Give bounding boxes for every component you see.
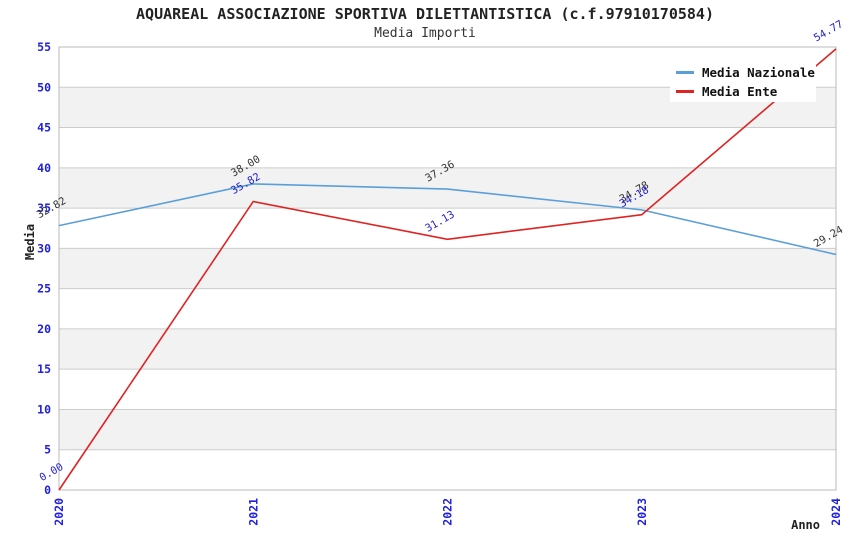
y-tick-label: 55 — [37, 40, 51, 54]
data-label: 29.24 — [812, 224, 845, 250]
plot-band — [59, 409, 836, 450]
y-tick-label: 30 — [37, 241, 51, 255]
y-tick-label: 45 — [37, 121, 51, 135]
chart-title: AQUAREAL ASSOCIAZIONE SPORTIVA DILETTANT… — [136, 5, 714, 23]
plot-band — [59, 248, 836, 289]
y-axis-label: Media — [23, 223, 37, 261]
legend-swatch — [676, 71, 694, 74]
y-tick-label: 50 — [37, 80, 51, 94]
legend-swatch — [676, 90, 694, 93]
legend: Media Nazionale Media Ente — [670, 58, 816, 102]
x-tick-label: 2024 — [829, 498, 843, 526]
y-tick-label: 0 — [44, 483, 51, 497]
y-tick-label: 40 — [37, 161, 51, 175]
series-line-0 — [58, 183, 837, 256]
y-tick-label: 35 — [37, 201, 51, 215]
y-tick-label: 5 — [44, 443, 51, 457]
legend-item-media-nazionale: Media Nazionale — [676, 63, 816, 82]
y-tick-label: 25 — [37, 282, 51, 296]
x-axis-label: Anno — [791, 518, 820, 532]
x-tick-label: 2021 — [246, 498, 260, 526]
legend-item-media-ente: Media Ente — [676, 82, 816, 101]
plot-frame — [58, 46, 837, 491]
x-tick-label: 2020 — [52, 498, 66, 526]
data-label: 0.00 — [38, 461, 66, 484]
legend-label: Media Nazionale — [702, 65, 815, 80]
data-label: 31.13 — [423, 209, 456, 235]
legend-label: Media Ente — [702, 84, 778, 99]
plot-band — [59, 167, 836, 209]
series-line-1 — [58, 48, 837, 491]
y-tick-label: 10 — [37, 402, 51, 416]
y-tick-label: 20 — [37, 322, 51, 336]
y-tick-label: 15 — [37, 362, 51, 376]
x-tick-label: 2023 — [635, 498, 649, 526]
chart-subtitle: Media Importi — [374, 26, 476, 41]
plot-band — [59, 328, 836, 370]
data-label: 32.82 — [35, 195, 68, 221]
x-tick-label: 2022 — [441, 498, 455, 526]
